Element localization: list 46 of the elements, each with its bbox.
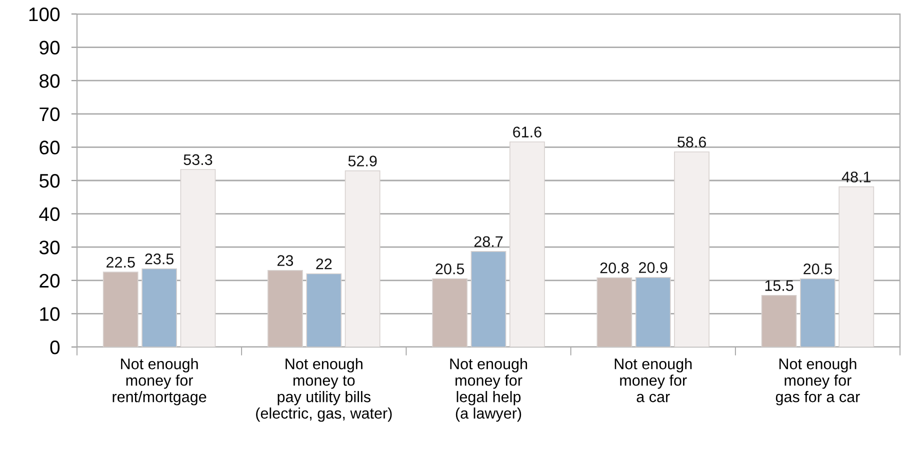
data-label: 58.6 [678, 136, 706, 148]
x-tick-label: Not enough money to pay utility bills (electric, gas, water) [256, 358, 392, 422]
bar [674, 151, 710, 347]
bar [180, 169, 216, 347]
bar [102, 272, 138, 347]
x-tick-label: Not enough money for rent/mortgage [112, 358, 206, 406]
bar [509, 141, 545, 347]
data-label: 61.6 [513, 126, 542, 138]
data-label: 20.9 [639, 262, 668, 273]
bar [635, 276, 671, 347]
x-tick-label: Not enough money for a car [614, 358, 692, 402]
data-label: 22.5 [106, 256, 135, 268]
y-tick-label: 80 [40, 74, 60, 88]
data-label: 23 [277, 255, 294, 266]
y-tick-label: 60 [40, 140, 60, 154]
bar [142, 268, 178, 347]
y-tick-label: 30 [39, 240, 60, 254]
data-label: 20.8 [600, 262, 629, 274]
x-tick-label: Not enough money for gas for a car [776, 358, 860, 406]
y-tick-label: 10 [40, 307, 60, 321]
y-tick-label: 70 [40, 107, 60, 122]
data-label: 23.5 [145, 254, 174, 264]
bar [761, 294, 797, 347]
data-label: 15.5 [765, 280, 794, 291]
x-tick-label: Not enough money for legal help (a lawyer) [450, 358, 528, 422]
bar [800, 278, 836, 347]
data-label: 52.9 [348, 156, 377, 166]
y-tick-label: 20 [40, 274, 60, 288]
y-tick-label: 90 [40, 40, 60, 55]
bar [268, 270, 303, 347]
y-tick-label: 0 [50, 340, 60, 354]
bar [344, 170, 380, 347]
bar [432, 278, 468, 347]
y-tick-label: 40 [39, 207, 60, 222]
data-label: 22 [316, 258, 332, 270]
bar [306, 273, 342, 347]
data-label: 28.7 [474, 236, 503, 248]
y-tick-label: 100 [29, 7, 60, 22]
bar [838, 186, 874, 347]
data-label: 53.3 [184, 154, 212, 166]
data-label: 20.5 [436, 264, 464, 274]
data-label: 20.5 [804, 264, 832, 274]
bar [596, 277, 632, 347]
bar [470, 251, 506, 347]
y-tick-label: 50 [39, 174, 60, 188]
data-label: 48.1 [842, 172, 871, 182]
